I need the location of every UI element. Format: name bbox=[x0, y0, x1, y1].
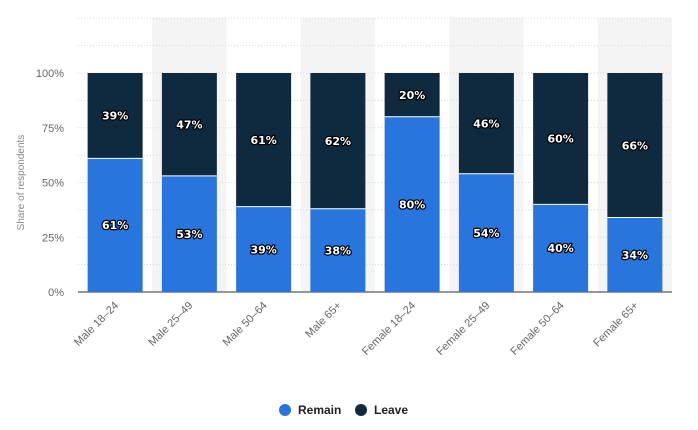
y-tick-label: 50% bbox=[42, 178, 64, 190]
bar-leave bbox=[310, 73, 366, 209]
data-label-remain: 38% bbox=[325, 244, 351, 257]
legend: Remain Leave bbox=[279, 403, 408, 417]
bar-leave bbox=[87, 73, 143, 159]
data-label-leave: 46% bbox=[473, 117, 499, 130]
bar-remain bbox=[607, 217, 663, 292]
legend-marker bbox=[279, 404, 291, 416]
data-label-leave: 66% bbox=[622, 139, 648, 152]
bars: 61% 39% 53% 47% 39% 61% 38% 62% 80% 20% 54% 46% 40% 6… bbox=[87, 73, 663, 292]
data-label-remain: 40% bbox=[547, 242, 573, 255]
bar-remain bbox=[310, 208, 366, 292]
x-tick-label: Male 65+ bbox=[303, 300, 344, 341]
x-tick-label: Male 50–64 bbox=[221, 300, 270, 349]
bar-leave bbox=[458, 73, 514, 174]
bar-remain bbox=[236, 206, 292, 292]
data-label-remain: 34% bbox=[622, 249, 648, 262]
x-tick-label: Female 65+ bbox=[591, 300, 641, 350]
bar-leave bbox=[607, 73, 663, 218]
y-tick-label: 25% bbox=[42, 232, 64, 244]
x-tick-label: Male 25–49 bbox=[146, 300, 195, 349]
data-label-remain: 80% bbox=[399, 198, 425, 211]
data-label-leave: 60% bbox=[547, 133, 573, 146]
bar-remain bbox=[384, 116, 440, 292]
bar-leave bbox=[384, 73, 440, 117]
data-label-remain: 39% bbox=[250, 243, 276, 256]
x-axis-tick-labels: Male 18–24 Male 25–49 Male 50–64 Male 65+ Fe… bbox=[72, 300, 641, 358]
bar-leave bbox=[533, 73, 589, 205]
data-label-remain: 53% bbox=[176, 228, 202, 241]
bar-remain bbox=[533, 204, 589, 292]
bar-leave bbox=[161, 73, 217, 176]
y-tick-label: 75% bbox=[42, 123, 64, 135]
legend-label[interactable]: Remain bbox=[298, 403, 341, 417]
bar-leave bbox=[236, 73, 292, 207]
data-label-remain: 61% bbox=[102, 219, 128, 232]
data-label-leave: 39% bbox=[102, 110, 128, 123]
bar-remain bbox=[458, 173, 514, 292]
legend-marker bbox=[355, 404, 367, 416]
y-tick-label: 0% bbox=[48, 287, 64, 299]
bar-remain bbox=[161, 175, 217, 292]
data-label-leave: 20% bbox=[399, 89, 425, 102]
data-label-remain: 54% bbox=[473, 227, 499, 240]
x-tick-label: Female 50–64 bbox=[509, 300, 567, 358]
bar-remain bbox=[87, 158, 143, 292]
data-label-leave: 61% bbox=[250, 134, 276, 147]
data-label-leave: 62% bbox=[325, 135, 351, 148]
x-tick-label: Female 25–49 bbox=[434, 300, 492, 358]
x-tick-label: Female 18–24 bbox=[360, 300, 418, 358]
data-label-leave: 47% bbox=[176, 118, 202, 131]
y-axis-tick-labels: 0% 25% 50% 75% 100% bbox=[36, 68, 64, 299]
y-axis-title: Share of respondents bbox=[16, 135, 27, 231]
x-tick-label: Male 18–24 bbox=[72, 300, 121, 349]
y-tick-label: 100% bbox=[36, 68, 64, 80]
legend-label[interactable]: Leave bbox=[374, 403, 408, 417]
